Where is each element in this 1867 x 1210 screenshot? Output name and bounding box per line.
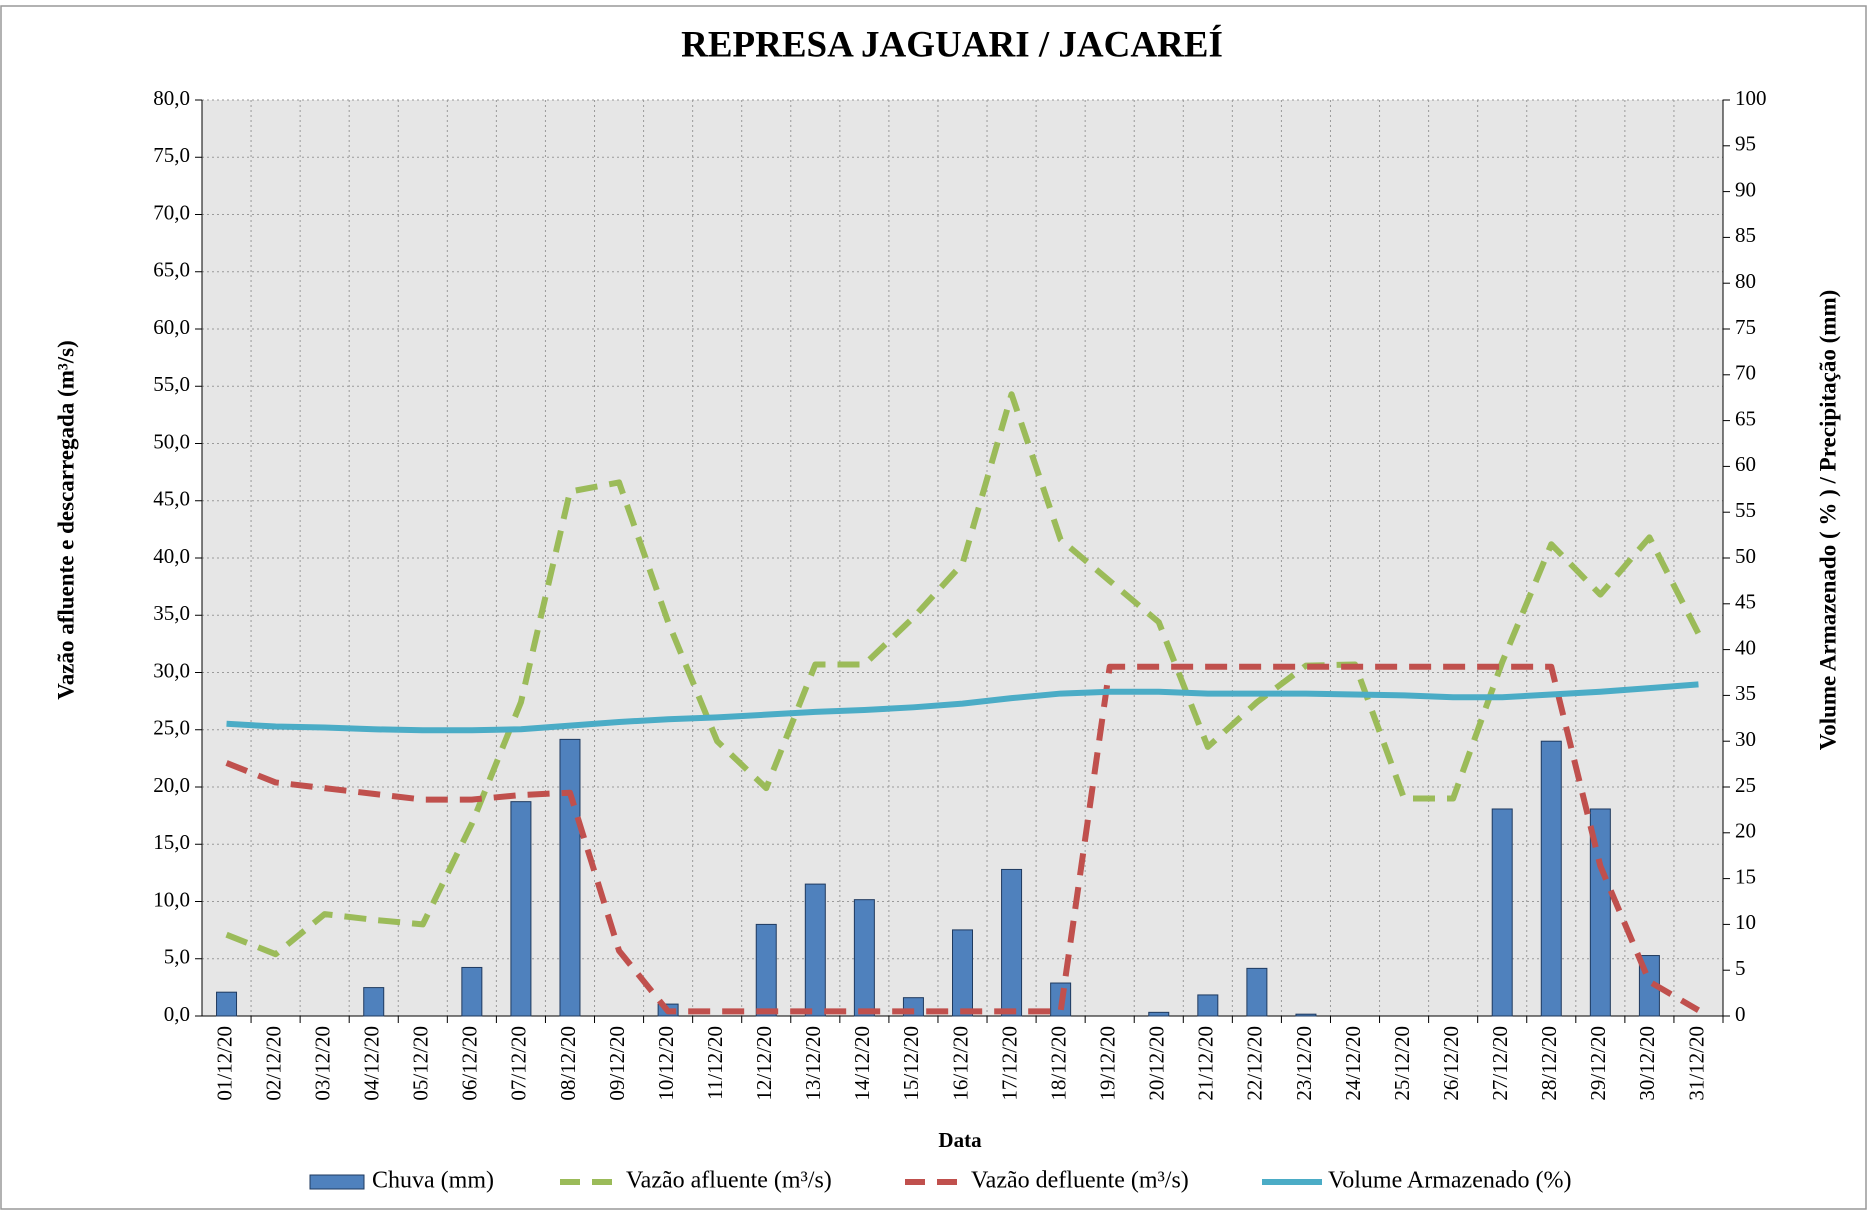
legend-label: Vazão defluente (m³/s) — [971, 1168, 1189, 1194]
y2-tick-label: 90 — [1735, 177, 1756, 201]
x-tick-label: 05/12/20 — [409, 1026, 433, 1101]
x-tick-label: 23/12/20 — [1292, 1026, 1316, 1101]
y2-tick-label: 25 — [1735, 773, 1756, 797]
y-tick-label: 50,0 — [153, 429, 190, 453]
bar — [559, 738, 581, 1017]
bar — [1589, 808, 1611, 1017]
y2-tick-label: 20 — [1735, 819, 1756, 843]
legend-label: Vazão afluente (m³/s) — [626, 1168, 832, 1194]
x-tick-label: 31/12/20 — [1684, 1026, 1708, 1101]
y2-tick-label: 35 — [1735, 681, 1756, 705]
bar — [1197, 994, 1219, 1017]
y2-tick-label: 10 — [1735, 910, 1756, 934]
line-series — [225, 391, 1702, 958]
x-tick-label: 02/12/20 — [261, 1026, 285, 1101]
y2-tick-label: 45 — [1735, 590, 1756, 614]
legend-swatch — [309, 1174, 365, 1190]
x-tick-label: 22/12/20 — [1243, 1026, 1267, 1101]
legend-label: Chuva (mm) — [372, 1168, 494, 1194]
x-tick-label: 30/12/20 — [1635, 1026, 1659, 1101]
x-tick-label: 06/12/20 — [458, 1026, 482, 1101]
x-tick-label: 10/12/20 — [654, 1026, 678, 1101]
x-tick-label: 14/12/20 — [850, 1026, 874, 1101]
y2-tick-label: 50 — [1735, 544, 1756, 568]
x-tick-label: 26/12/20 — [1439, 1026, 1463, 1101]
bar — [510, 801, 532, 1017]
y2-tick-label: 75 — [1735, 315, 1756, 339]
y2-tick-label: 100 — [1735, 86, 1767, 110]
x-tick-label: 12/12/20 — [752, 1026, 776, 1101]
legend-label: Volume Armazenado (%) — [1328, 1168, 1571, 1194]
y-tick-label: 15,0 — [153, 830, 190, 854]
x-tick-label: 03/12/20 — [310, 1026, 334, 1101]
x-tick-label: 09/12/20 — [605, 1026, 629, 1101]
y2-tick-label: 85 — [1735, 223, 1756, 247]
bar — [216, 991, 238, 1017]
y-tick-label: 75,0 — [153, 143, 190, 167]
chart-title: REPRESA JAGUARI / JACAREÍ — [681, 23, 1223, 65]
y2-axis-label: Volume Armazenado ( % ) / Precipitação (… — [1815, 290, 1840, 751]
x-tick-label: 16/12/20 — [948, 1026, 972, 1101]
y2-tick-label: 60 — [1735, 452, 1756, 476]
y-tick-label: 30,0 — [153, 658, 190, 682]
bar — [1001, 868, 1023, 1017]
bar — [1295, 1013, 1317, 1017]
y-tick-label: 65,0 — [153, 258, 190, 282]
x-tick-label: 25/12/20 — [1390, 1026, 1414, 1101]
y2-tick-label: 55 — [1735, 498, 1756, 522]
bar — [952, 929, 973, 1017]
x-tick-label: 29/12/20 — [1586, 1026, 1610, 1101]
bar — [1246, 967, 1268, 1017]
y2-tick-label: 40 — [1735, 635, 1756, 659]
y2-tick-label: 70 — [1735, 361, 1756, 385]
x-tick-label: 07/12/20 — [507, 1026, 531, 1101]
bar — [853, 899, 875, 1017]
x-tick-label: 19/12/20 — [1096, 1026, 1120, 1101]
y2-tick-label: 65 — [1735, 406, 1756, 430]
y-tick-label: 20,0 — [153, 773, 190, 797]
y-axis-label: Vazão afluente e descarregada (m³/s) — [53, 340, 78, 700]
y-tick-label: 35,0 — [153, 601, 190, 625]
x-tick-label: 17/12/20 — [997, 1026, 1021, 1101]
bar — [1540, 740, 1562, 1017]
x-axis-label: Data — [938, 1128, 982, 1152]
y-tick-label: 0,0 — [164, 1002, 190, 1026]
y2-tick-label: 95 — [1735, 132, 1756, 156]
bar — [461, 966, 483, 1017]
y-tick-label: 10,0 — [153, 887, 190, 911]
x-tick-label: 08/12/20 — [556, 1026, 580, 1101]
line-series — [225, 663, 1700, 1015]
y2-tick-label: 0 — [1735, 1002, 1746, 1026]
bar — [1491, 808, 1513, 1017]
y-tick-label: 55,0 — [153, 372, 190, 396]
x-tick-label: 18/12/20 — [1046, 1026, 1070, 1101]
x-tick-label: 27/12/20 — [1488, 1026, 1512, 1101]
bar — [755, 923, 777, 1017]
y2-tick-label: 30 — [1735, 727, 1756, 751]
x-tick-label: 21/12/20 — [1194, 1026, 1218, 1101]
y2-tick-label: 80 — [1735, 269, 1756, 293]
x-tick-label: 28/12/20 — [1537, 1026, 1561, 1101]
x-tick-label: 13/12/20 — [801, 1026, 825, 1101]
x-tick-label: 11/12/20 — [703, 1026, 727, 1100]
x-tick-label: 20/12/20 — [1145, 1026, 1169, 1101]
bar — [1148, 1011, 1170, 1017]
y2-tick-label: 5 — [1735, 956, 1746, 980]
y-tick-label: 70,0 — [153, 200, 190, 224]
y-tick-label: 45,0 — [153, 487, 190, 511]
y2-tick-label: 15 — [1735, 864, 1756, 888]
y-tick-label: 40,0 — [153, 544, 190, 568]
bar — [804, 883, 826, 1017]
x-tick-label: 04/12/20 — [360, 1026, 384, 1101]
y-tick-label: 60,0 — [153, 315, 190, 339]
bar — [363, 987, 385, 1017]
x-tick-label: 01/12/20 — [212, 1026, 236, 1101]
x-tick-label: 15/12/20 — [899, 1026, 923, 1101]
y-tick-label: 5,0 — [164, 945, 190, 969]
line-series — [226, 681, 1699, 734]
y-tick-label: 25,0 — [153, 716, 190, 740]
x-tick-label: 24/12/20 — [1341, 1026, 1365, 1101]
y-tick-label: 80,0 — [153, 86, 190, 110]
